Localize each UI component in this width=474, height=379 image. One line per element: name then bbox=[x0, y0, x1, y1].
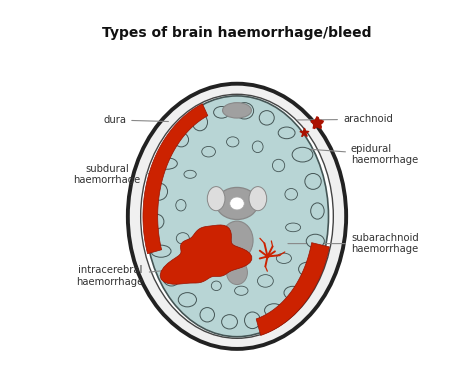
Polygon shape bbox=[143, 104, 208, 254]
Ellipse shape bbox=[214, 106, 229, 118]
Ellipse shape bbox=[299, 262, 315, 276]
Polygon shape bbox=[310, 116, 324, 129]
Ellipse shape bbox=[230, 197, 244, 210]
Ellipse shape bbox=[151, 245, 171, 257]
Ellipse shape bbox=[222, 315, 237, 329]
Ellipse shape bbox=[176, 199, 186, 211]
Ellipse shape bbox=[223, 103, 251, 118]
Ellipse shape bbox=[202, 146, 216, 157]
Ellipse shape bbox=[128, 84, 346, 349]
Polygon shape bbox=[300, 127, 310, 137]
Ellipse shape bbox=[252, 141, 263, 153]
Ellipse shape bbox=[211, 281, 221, 291]
Ellipse shape bbox=[276, 253, 292, 263]
Ellipse shape bbox=[264, 304, 283, 317]
Ellipse shape bbox=[149, 214, 164, 229]
Title: Types of brain haemorrhage/bleed: Types of brain haemorrhage/bleed bbox=[102, 27, 372, 41]
Ellipse shape bbox=[163, 270, 180, 286]
Ellipse shape bbox=[141, 94, 333, 338]
Polygon shape bbox=[160, 225, 252, 284]
Ellipse shape bbox=[221, 221, 253, 260]
Ellipse shape bbox=[227, 137, 239, 147]
Ellipse shape bbox=[207, 186, 225, 211]
Ellipse shape bbox=[305, 174, 321, 190]
Text: subdural
haemorrhage: subdural haemorrhage bbox=[73, 164, 160, 185]
Text: epidural
haemorrhage: epidural haemorrhage bbox=[307, 144, 418, 166]
Ellipse shape bbox=[310, 203, 324, 219]
Ellipse shape bbox=[192, 114, 208, 131]
Ellipse shape bbox=[273, 159, 285, 172]
Text: subarachnoid
haemorrhage: subarachnoid haemorrhage bbox=[288, 233, 419, 254]
Ellipse shape bbox=[188, 262, 203, 273]
Ellipse shape bbox=[200, 308, 215, 322]
Ellipse shape bbox=[284, 286, 301, 299]
Ellipse shape bbox=[174, 133, 189, 147]
Ellipse shape bbox=[257, 275, 273, 287]
Ellipse shape bbox=[150, 183, 167, 200]
Ellipse shape bbox=[292, 147, 313, 162]
Ellipse shape bbox=[235, 103, 254, 119]
Text: intracerebral
haemorrhage: intracerebral haemorrhage bbox=[76, 265, 192, 287]
Ellipse shape bbox=[265, 255, 269, 258]
Polygon shape bbox=[256, 243, 329, 335]
Ellipse shape bbox=[235, 286, 248, 295]
Text: arachnoid: arachnoid bbox=[298, 114, 393, 124]
Ellipse shape bbox=[216, 187, 258, 219]
Ellipse shape bbox=[285, 188, 298, 200]
Text: dura: dura bbox=[103, 115, 168, 125]
Ellipse shape bbox=[245, 312, 260, 329]
Ellipse shape bbox=[259, 111, 274, 125]
Ellipse shape bbox=[249, 186, 267, 211]
Ellipse shape bbox=[278, 127, 295, 139]
Ellipse shape bbox=[157, 158, 177, 169]
Ellipse shape bbox=[227, 260, 247, 285]
Ellipse shape bbox=[286, 223, 301, 232]
Ellipse shape bbox=[184, 170, 196, 179]
Ellipse shape bbox=[306, 234, 324, 248]
Ellipse shape bbox=[178, 293, 197, 307]
Ellipse shape bbox=[176, 233, 189, 244]
Ellipse shape bbox=[146, 96, 328, 337]
